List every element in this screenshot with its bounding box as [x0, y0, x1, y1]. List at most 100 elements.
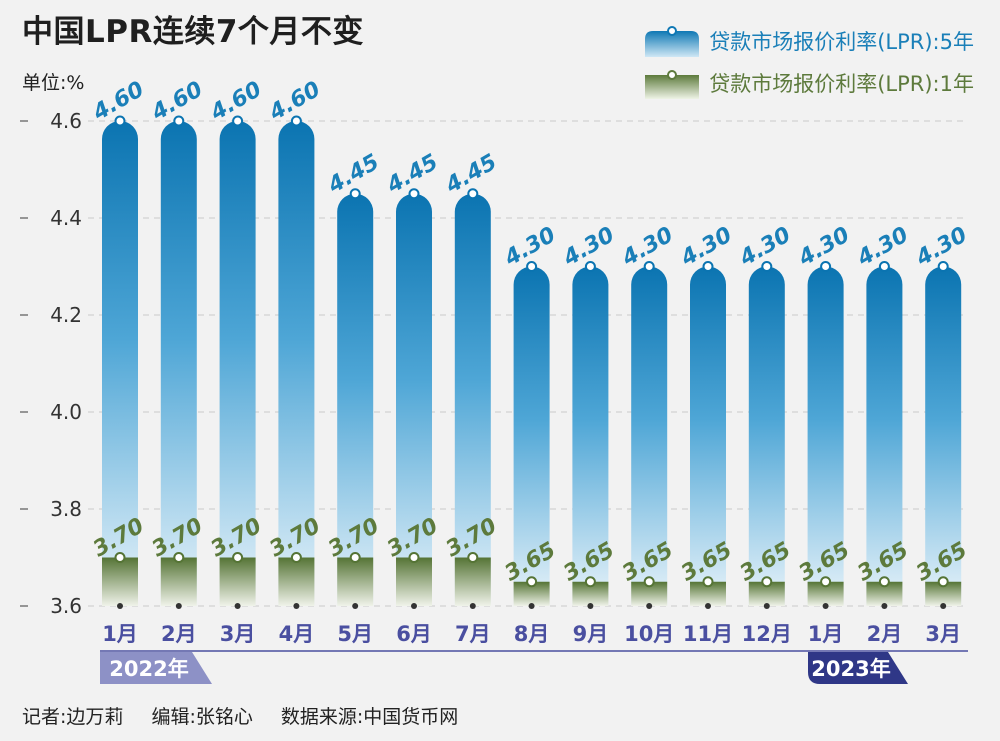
bar-1y	[219, 557, 256, 606]
x-tick-label: 5月	[337, 622, 373, 646]
base-dot	[822, 603, 829, 609]
x-tick-label: 2月	[867, 622, 903, 646]
point-5y	[290, 115, 302, 127]
bar-5y	[807, 266, 844, 606]
bar-1y	[337, 557, 374, 606]
base-dot	[705, 603, 711, 609]
base-dot	[881, 603, 888, 609]
x-tick-label: 10月	[624, 622, 674, 646]
x-tick-label: 8月	[514, 622, 550, 646]
bar-5y	[278, 121, 315, 606]
footer: 记者:边万莉 编辑:张铭心 数据来源:中国货币网	[22, 702, 480, 729]
bar-1y	[102, 557, 138, 606]
legend-label-1y: 贷款市场报价利率(LPR):1年	[709, 72, 974, 96]
point-1y	[878, 576, 890, 588]
point-5y	[232, 115, 244, 127]
point-1y	[937, 576, 949, 588]
point-1y	[173, 552, 185, 563]
point-5y	[173, 115, 185, 127]
point-5y	[584, 261, 596, 272]
y-tick-label: 4.6	[50, 109, 82, 133]
point-1y	[232, 552, 244, 563]
point-5y	[643, 261, 655, 272]
bar-5y	[690, 266, 726, 606]
point-5y	[702, 261, 714, 272]
bar-5y	[396, 193, 432, 606]
bar-5y	[160, 121, 197, 606]
base-dot	[587, 603, 594, 609]
bar-5y	[454, 193, 491, 606]
x-tick-label: 4月	[279, 622, 315, 646]
year-group-box	[808, 652, 908, 684]
y-tick-label: 3.6	[50, 594, 82, 618]
year-group-label: 2023年	[811, 657, 890, 681]
base-dot	[234, 603, 241, 609]
point-5y	[820, 261, 832, 272]
point-5y	[761, 261, 773, 272]
x-tick-label: 6月	[396, 622, 432, 646]
bar-5y	[572, 266, 609, 606]
point-1y	[761, 576, 773, 588]
footer-reporter: 记者:边万莉	[22, 706, 124, 728]
bar-5y	[219, 121, 256, 606]
point-1y	[702, 576, 714, 588]
point-1y	[408, 552, 420, 563]
point-1y	[349, 552, 361, 563]
point-5y	[114, 115, 126, 127]
bar-1y	[454, 557, 491, 606]
y-tick-label: 4.4	[50, 206, 82, 230]
x-tick-label: 2月	[161, 622, 197, 646]
x-tick-label: 3月	[925, 622, 961, 646]
legend: 贷款市场报价利率(LPR):5年 贷款市场报价利率(LPR):1年	[645, 20, 974, 104]
bar-1y	[396, 557, 432, 606]
bar-5y	[748, 266, 785, 606]
base-dot	[940, 603, 947, 609]
bar-5y	[337, 193, 374, 606]
unit-label: 单位:%	[22, 72, 85, 94]
point-5y	[408, 188, 420, 200]
point-1y	[114, 552, 126, 563]
bar-1y	[278, 557, 315, 606]
bar-5y	[925, 266, 962, 606]
point-5y	[349, 188, 361, 200]
point-5y	[526, 261, 538, 272]
point-1y	[290, 552, 302, 563]
x-tick-label: 11月	[683, 622, 733, 646]
bar-1y	[160, 557, 197, 606]
point-5y	[878, 261, 890, 272]
bar-5y	[631, 266, 668, 606]
x-tick-label: 12月	[742, 622, 792, 646]
x-tick-label: 9月	[573, 622, 609, 646]
year-group-label: 2022年	[109, 657, 188, 681]
x-tick-label: 1月	[808, 622, 844, 646]
y-tick-label: 3.8	[50, 497, 82, 521]
x-tick-label: 7月	[455, 622, 491, 646]
point-1y	[526, 576, 538, 588]
legend-item-1y: 贷款市场报价利率(LPR):1年	[645, 62, 974, 104]
base-dot	[117, 603, 123, 609]
point-1y	[584, 576, 596, 588]
y-tick-label: 4.0	[50, 400, 82, 424]
footer-editor: 编辑:张铭心	[151, 706, 253, 728]
point-5y	[467, 188, 479, 200]
base-dot	[469, 603, 476, 609]
legend-swatch-5y	[645, 26, 700, 57]
base-dot	[293, 603, 300, 609]
legend-label-5y: 贷款市场报价利率(LPR):5年	[709, 30, 974, 54]
year-group-box	[100, 652, 212, 684]
base-dot	[175, 603, 182, 609]
point-1y	[643, 576, 655, 588]
legend-swatch-1y	[645, 70, 700, 99]
base-dot	[352, 603, 359, 609]
x-tick-label: 3月	[220, 622, 256, 646]
point-5y	[937, 261, 949, 272]
base-dot	[646, 603, 653, 609]
bar-5y	[513, 266, 550, 606]
chart-title: 中国LPR连续7个月不变	[22, 14, 364, 50]
y-tick-label: 4.2	[50, 303, 82, 327]
base-dot	[411, 603, 417, 609]
base-dot	[763, 603, 770, 609]
footer-source: 数据来源:中国货币网	[280, 706, 459, 728]
point-1y	[467, 552, 479, 563]
